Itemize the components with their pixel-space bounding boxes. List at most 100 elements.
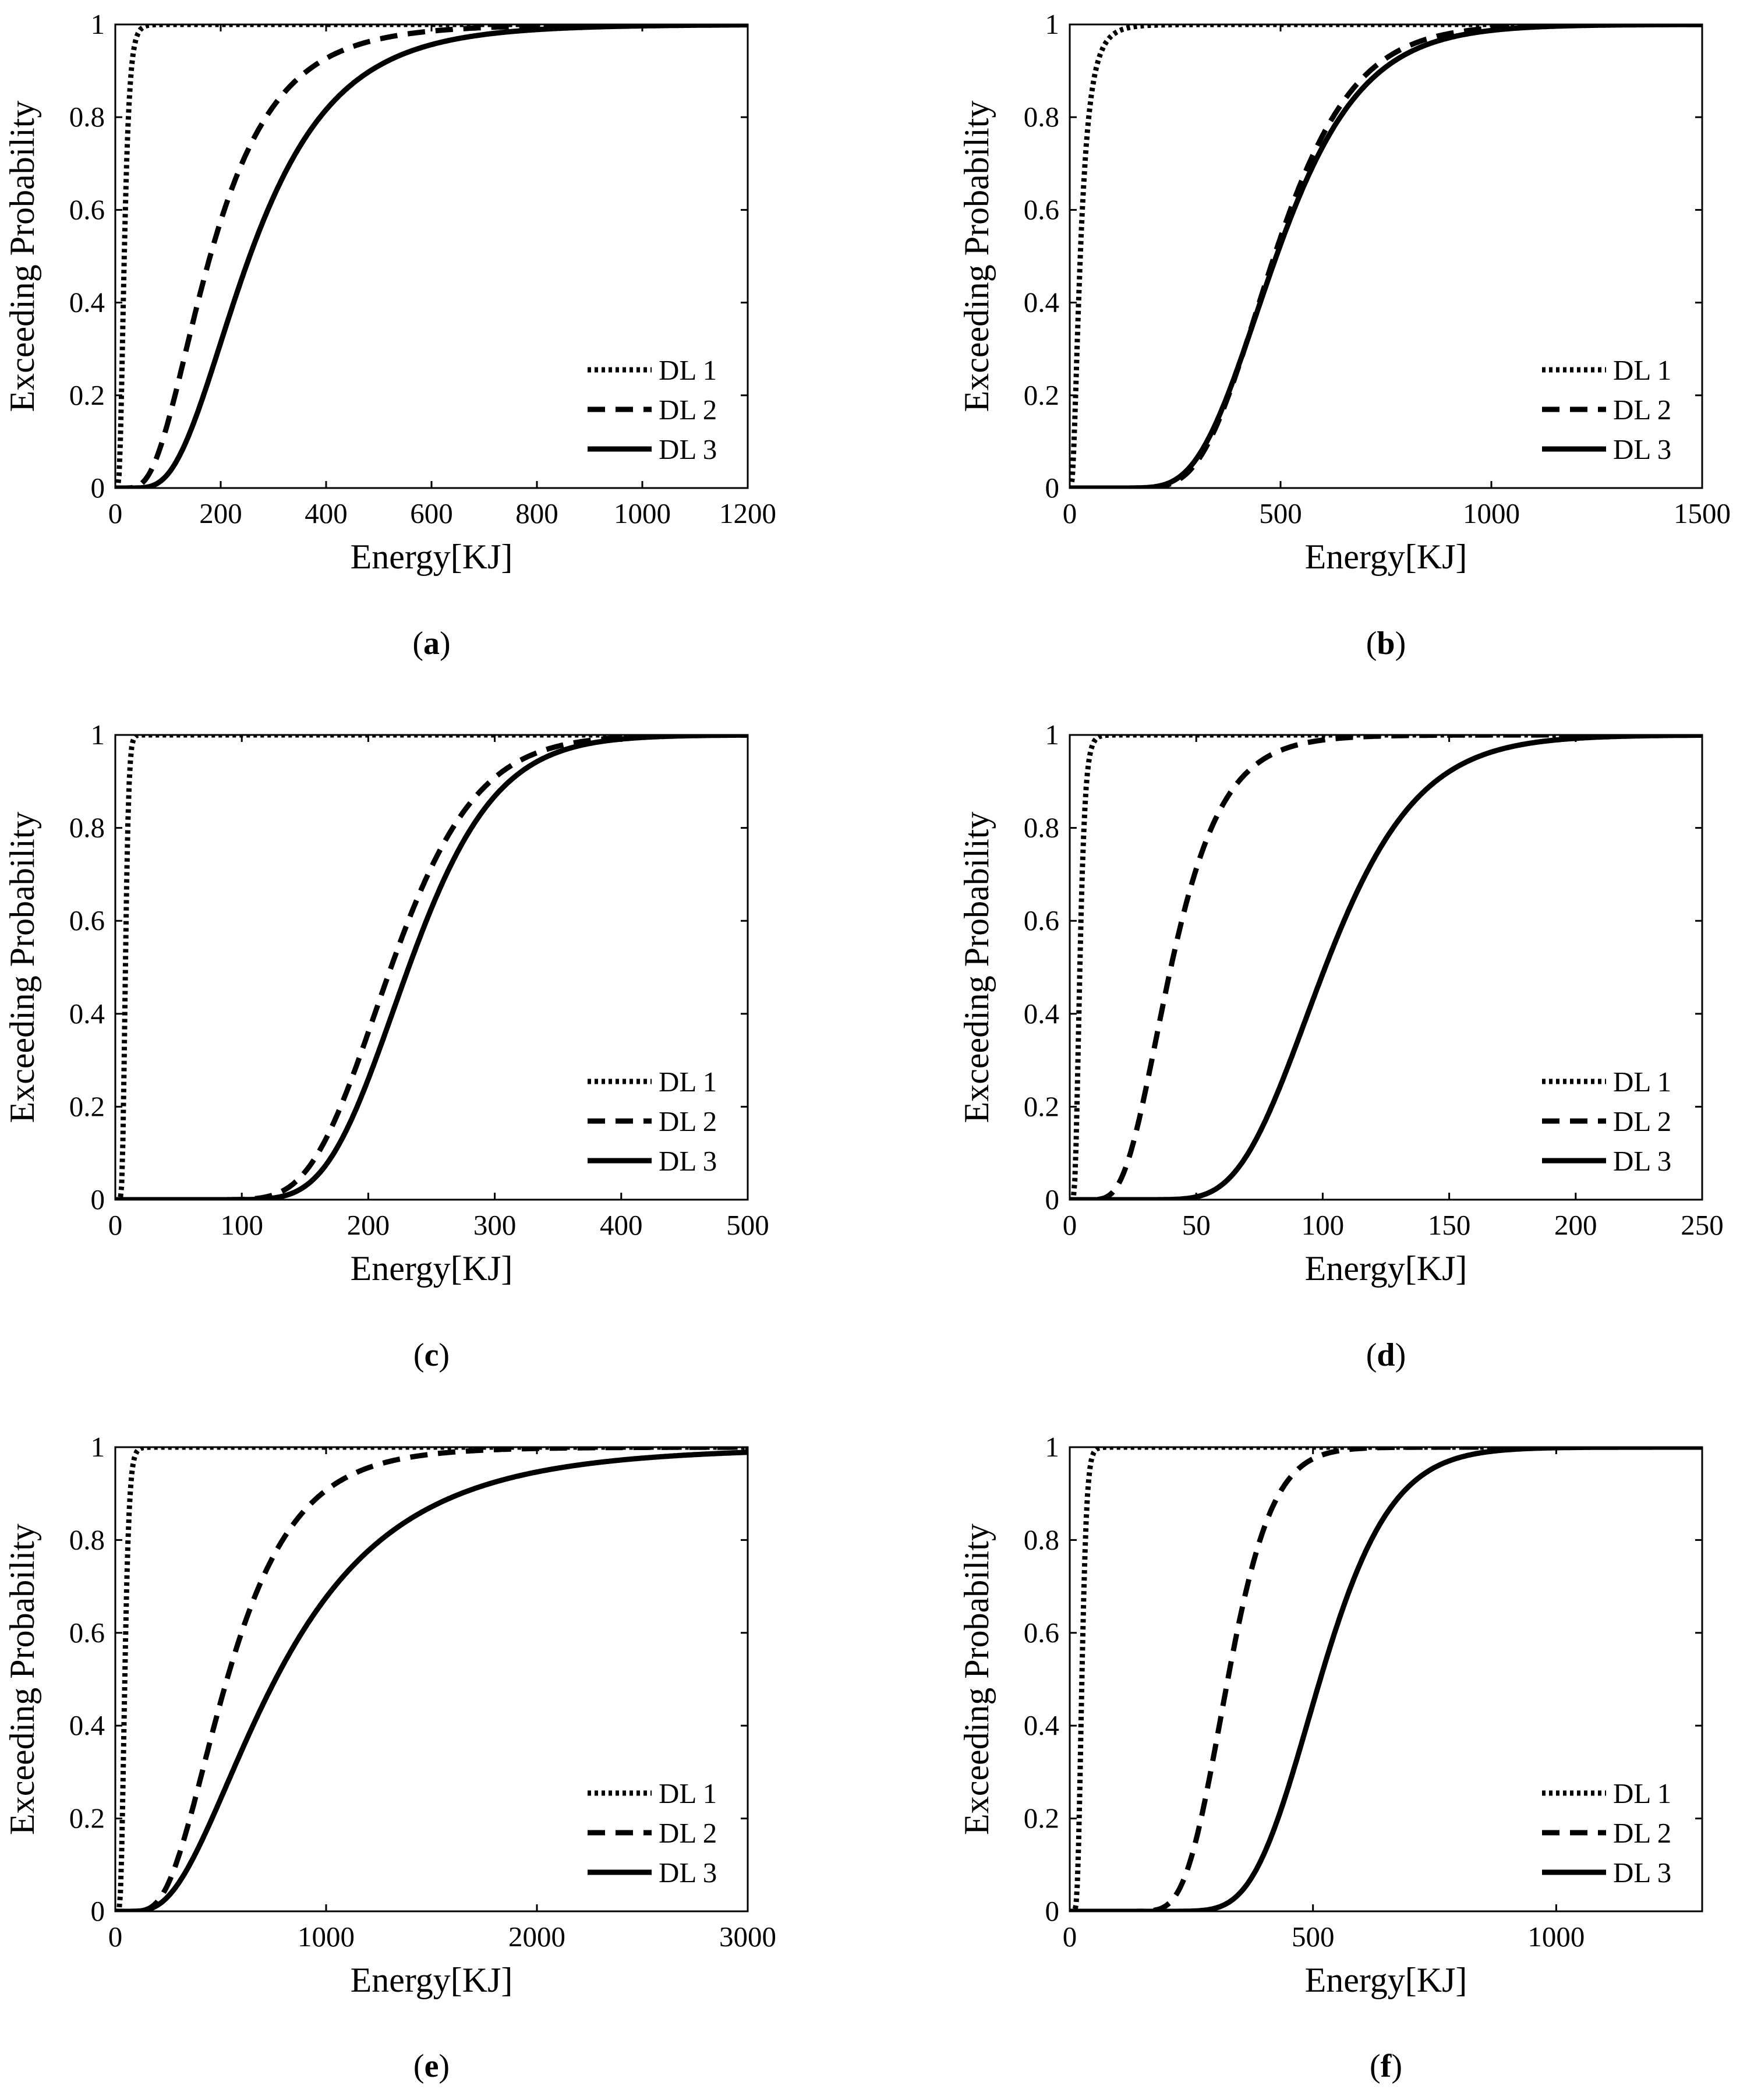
y-axis-title: Exceeding Probability bbox=[3, 812, 41, 1123]
y-axis-title: Exceeding Probability bbox=[957, 101, 996, 412]
y-tick-label: 0.6 bbox=[1024, 904, 1059, 936]
legend-label: DL 1 bbox=[659, 1777, 717, 1809]
series-line-dl3 bbox=[1070, 735, 1702, 1200]
x-tick-label: 800 bbox=[515, 497, 558, 529]
y-axis-title: Exceeding Probability bbox=[957, 1523, 996, 1835]
x-tick-label: 250 bbox=[1681, 1209, 1724, 1241]
series-line-dl3 bbox=[115, 24, 748, 488]
legend-label: DL 1 bbox=[659, 1066, 717, 1098]
plot-frame bbox=[1069, 734, 1703, 1201]
x-axis-title: Energy[KJ] bbox=[1305, 538, 1467, 576]
x-tick-label: 200 bbox=[1554, 1209, 1597, 1241]
x-tick-label: 0 bbox=[1063, 497, 1077, 529]
y-tick-label: 0.6 bbox=[1024, 193, 1059, 225]
x-tick-label: 0 bbox=[1063, 1209, 1077, 1241]
legend-label: DL 3 bbox=[659, 1857, 717, 1889]
panel-label: (a) bbox=[412, 625, 450, 662]
plot-frame bbox=[114, 1446, 749, 1912]
series-line-dl2 bbox=[1070, 1447, 1702, 1911]
y-axis-title: Exceeding Probability bbox=[3, 101, 41, 412]
x-tick-label: 100 bbox=[220, 1209, 263, 1241]
panel-d: 0 50 100 150 200 250 0 0.2 0.4 0.6 0.8 1 Energy[KJ] E… bbox=[957, 719, 1724, 1373]
panel-c: 0 100 200 300 400 500 0 0.2 0.4 0.6 0.8 1 Energy[KJ]… bbox=[3, 719, 769, 1373]
legend-label: DL 1 bbox=[1613, 1777, 1671, 1809]
x-tick-label: 200 bbox=[199, 497, 242, 529]
y-tick-label: 0.4 bbox=[69, 287, 105, 319]
x-tick-label: 0 bbox=[108, 1921, 123, 1953]
y-tick-label: 0.4 bbox=[69, 998, 105, 1030]
x-axis-title: Energy[KJ] bbox=[351, 538, 513, 576]
x-tick-label: 300 bbox=[473, 1209, 517, 1241]
y-tick-label: 0 bbox=[91, 1183, 105, 1215]
y-tick-label: 1 bbox=[1045, 719, 1060, 751]
x-axis-title: Energy[KJ] bbox=[351, 1961, 513, 1999]
y-tick-label: 0.6 bbox=[69, 904, 105, 936]
x-tick-label: 3000 bbox=[719, 1921, 776, 1953]
y-tick-label: 0.2 bbox=[1024, 379, 1059, 411]
x-tick-label: 1000 bbox=[1463, 497, 1520, 529]
legend-label: DL 1 bbox=[1613, 354, 1671, 386]
x-tick-label: 0 bbox=[108, 497, 123, 529]
y-tick-label: 1 bbox=[91, 1431, 105, 1463]
panel-label: (f) bbox=[1370, 2048, 1402, 2084]
series-line-dl3 bbox=[115, 1450, 748, 1911]
x-tick-label: 500 bbox=[726, 1209, 769, 1241]
panel-label: (d) bbox=[1366, 1337, 1406, 1373]
x-tick-label: 1000 bbox=[298, 1921, 355, 1953]
legend-label: DL 2 bbox=[1613, 394, 1671, 426]
y-tick-label: 0 bbox=[1045, 472, 1060, 504]
legend-label: DL 3 bbox=[1613, 1145, 1671, 1177]
y-tick-label: 0 bbox=[91, 472, 105, 504]
x-tick-label: 400 bbox=[305, 497, 348, 529]
y-tick-label: 1 bbox=[1045, 1431, 1060, 1463]
plot-frame bbox=[1069, 23, 1703, 489]
x-tick-label: 1000 bbox=[614, 497, 671, 529]
panel-label: (c) bbox=[413, 1337, 450, 1373]
legend-label: DL 2 bbox=[659, 394, 717, 426]
x-tick-label: 2000 bbox=[508, 1921, 565, 1953]
y-axis-title: Exceeding Probability bbox=[3, 1523, 41, 1835]
legend-label: DL 2 bbox=[659, 1817, 717, 1849]
series-line-dl3 bbox=[115, 735, 748, 1200]
y-tick-label: 0.8 bbox=[1024, 101, 1059, 133]
legend-label: DL 1 bbox=[1613, 1066, 1671, 1098]
x-tick-label: 150 bbox=[1428, 1209, 1471, 1241]
y-tick-label: 0.4 bbox=[1024, 998, 1059, 1030]
y-tick-label: 0.8 bbox=[69, 1523, 105, 1555]
y-tick-label: 0.8 bbox=[69, 101, 105, 133]
x-axis-title: Energy[KJ] bbox=[1305, 1249, 1467, 1288]
y-tick-label: 0 bbox=[1045, 1895, 1060, 1927]
legend-label: DL 2 bbox=[659, 1105, 717, 1137]
y-tick-label: 0.6 bbox=[69, 1617, 105, 1649]
panel-label: (e) bbox=[413, 2048, 450, 2084]
y-tick-label: 1 bbox=[91, 8, 105, 40]
y-tick-label: 0.8 bbox=[1024, 1523, 1059, 1555]
series-line-dl3 bbox=[1070, 24, 1702, 488]
panel-label: (b) bbox=[1366, 625, 1406, 662]
series-line-dl1 bbox=[1070, 24, 1702, 488]
y-tick-label: 0.2 bbox=[69, 379, 105, 411]
plot-frame bbox=[114, 734, 749, 1201]
x-tick-label: 0 bbox=[108, 1209, 123, 1241]
x-tick-label: 1000 bbox=[1527, 1921, 1585, 1953]
y-tick-label: 1 bbox=[1045, 8, 1060, 40]
series-line-dl1 bbox=[115, 1447, 748, 1911]
y-tick-label: 0.6 bbox=[1024, 1617, 1059, 1649]
y-tick-label: 0.8 bbox=[1024, 812, 1059, 844]
x-tick-label: 100 bbox=[1302, 1209, 1345, 1241]
y-tick-label: 0 bbox=[1045, 1183, 1060, 1215]
series-line-dl2 bbox=[1070, 735, 1702, 1200]
panel-b: 0 500 1000 1500 0 0.2 0.4 0.6 0.8 1 Energy[KJ] Exce… bbox=[957, 8, 1731, 662]
x-tick-label: 500 bbox=[1259, 497, 1302, 529]
x-tick-label: 1200 bbox=[719, 497, 776, 529]
x-tick-label: 50 bbox=[1182, 1209, 1211, 1241]
x-tick-label: 500 bbox=[1292, 1921, 1335, 1953]
y-tick-label: 1 bbox=[91, 719, 105, 751]
y-tick-label: 0.4 bbox=[69, 1709, 105, 1741]
series-line-dl2 bbox=[115, 735, 748, 1200]
series-line-dl2 bbox=[115, 24, 748, 488]
series-line-dl3 bbox=[1070, 1447, 1702, 1911]
x-tick-label: 0 bbox=[1063, 1921, 1077, 1953]
y-tick-label: 0 bbox=[91, 1895, 105, 1927]
